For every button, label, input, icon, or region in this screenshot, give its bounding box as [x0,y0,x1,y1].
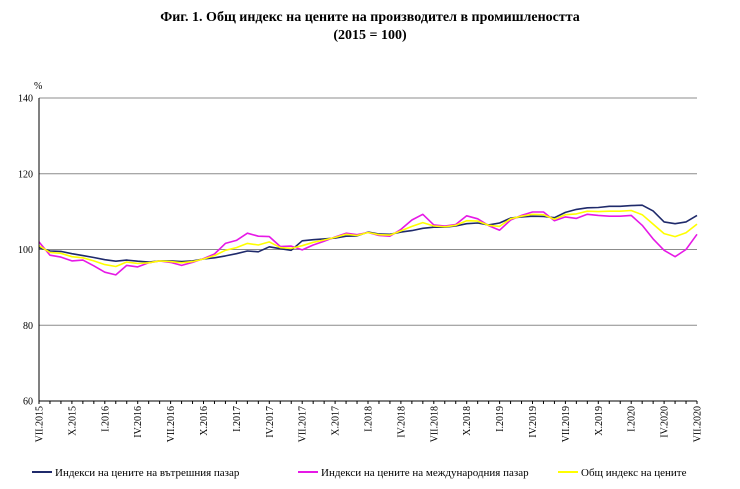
x-axis-ticks: VII.2015 X.2015 I.2016 IV.2016 VII.2016 X.201… [35,406,704,442]
x-tick-label: I.2017 [232,406,243,432]
series-line-2 [38,209,698,268]
x-tick-label: I.2020 [627,406,638,432]
x-tick-label: X.2015 [67,406,78,436]
series-line-1 [38,211,698,276]
legend: Индекси на цените на вътрешния пазар Инде… [32,467,687,479]
y-axis-unit-label: % [34,81,42,92]
axes [38,98,698,404]
x-tick-label: X.2018 [462,406,473,436]
x-tick-label: VII.2018 [429,406,440,442]
chart-subtitle: (2015 = 100) [333,28,407,43]
chart-title: Фиг. 1. Общ индекс на цените на производ… [160,10,580,25]
x-tick-label: X.2016 [199,406,210,436]
legend-label: Общ индекс на цените [581,467,687,479]
x-tick-label: X.2019 [594,406,605,436]
y-tick-label: 140 [18,94,33,105]
x-tick-label: X.2017 [331,406,342,436]
y-tick-label: 120 [18,169,33,180]
x-tick-label: VII.2015 [35,406,46,442]
x-tick-label: VII.2019 [561,406,572,442]
y-tick-label: 60 [23,397,33,408]
y-tick-label: 80 [23,321,33,332]
x-tick-label: IV.2020 [660,406,671,438]
x-tick-label: IV.2017 [265,406,276,438]
x-tick-label: VII.2017 [298,406,309,442]
y-tick-label: 100 [18,245,33,256]
x-tick-label: VII.2016 [166,406,177,442]
grid-lines [39,97,697,402]
y-axis-ticks: 60 80 100 120 140 [18,94,33,408]
x-tick-label: IV.2016 [133,406,144,438]
x-tick-label: I.2018 [364,406,375,432]
legend-label: Индекси на цените на международния пазар [321,467,529,479]
x-tick-label: IV.2019 [528,406,539,438]
x-tick-label: VII.2020 [693,406,704,442]
x-tick-label: IV.2018 [396,406,407,438]
x-tick-label: I.2016 [100,406,111,432]
legend-label: Индекси на цените на вътрешния пазар [55,467,240,479]
x-tick-label: I.2019 [495,406,506,432]
series-line-0 [38,204,698,263]
series-lines [38,204,698,276]
